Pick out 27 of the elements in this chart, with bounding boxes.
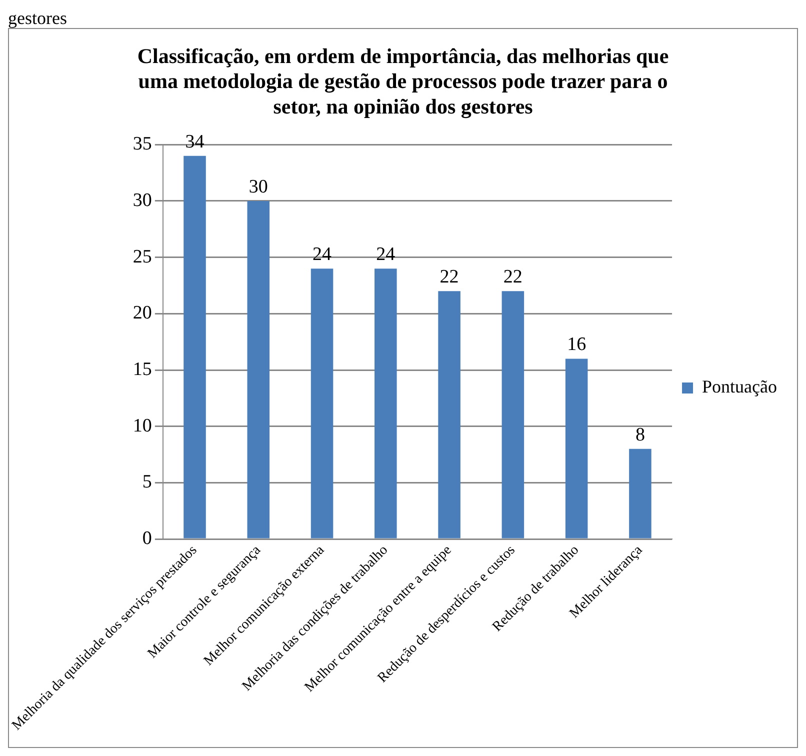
data-label: 30	[248, 176, 268, 198]
bar	[565, 358, 588, 538]
y-tick-label: 10	[132, 415, 152, 436]
legend-label: Pontuação	[702, 376, 778, 397]
data-label: 22	[440, 266, 459, 288]
data-label: 22	[503, 266, 522, 288]
bar	[502, 291, 524, 538]
bar	[629, 448, 652, 538]
y-tick-label: 20	[132, 302, 152, 324]
data-label: 16	[567, 334, 586, 356]
bar	[374, 268, 397, 538]
chart-title: Classificação, em ordem de importância, das melhorias que uma metodologia de gestão de processos pode trazer para o setor, na opinião dos gestores	[137, 44, 669, 118]
y-tick-label: 15	[132, 358, 152, 380]
y-tick-label: 35	[132, 134, 152, 155]
data-label: 34	[185, 131, 205, 152]
text: gestores	[8, 8, 67, 28]
y-tick-label: 30	[132, 190, 152, 211]
y-tick-label: 5	[142, 472, 152, 493]
bar	[184, 156, 206, 538]
y-tick-label: 0	[142, 528, 152, 550]
bar	[438, 291, 460, 538]
bar	[247, 200, 270, 538]
data-label: 8	[635, 424, 645, 446]
y-tick-label: 25	[132, 246, 152, 268]
bar	[310, 268, 334, 538]
data-label: 24	[312, 244, 332, 266]
data-label: 24	[376, 244, 396, 266]
